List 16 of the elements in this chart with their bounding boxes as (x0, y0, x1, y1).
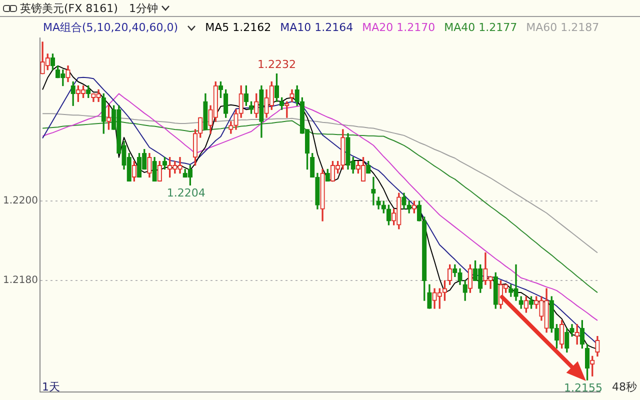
annotation: 1.2155 (564, 381, 603, 394)
text: MA40 1.2177 (444, 21, 518, 34)
annotation: 1.2204 (166, 186, 206, 200)
annotation: 1.2232 (257, 58, 296, 72)
text: MA60 1.2187 (526, 21, 600, 34)
text: 48秒 (612, 380, 637, 394)
text: MA10 1.2164 (280, 21, 354, 34)
chart-title: 英镑美元(FX 8161) (20, 0, 118, 16)
annotation: 1天 (42, 380, 60, 394)
candlestick (371, 176, 376, 206)
chart-subtitle: 1分钟 (128, 0, 158, 16)
legend-title: MA组合(5,10,20,40,60,0) (43, 20, 178, 35)
y-tick-label: 1.2180 (3, 275, 38, 286)
text: MA5 1.2162 (205, 21, 272, 34)
text: MA20 1.2170 (362, 21, 436, 34)
y-tick-label: 1.2200 (3, 196, 38, 207)
